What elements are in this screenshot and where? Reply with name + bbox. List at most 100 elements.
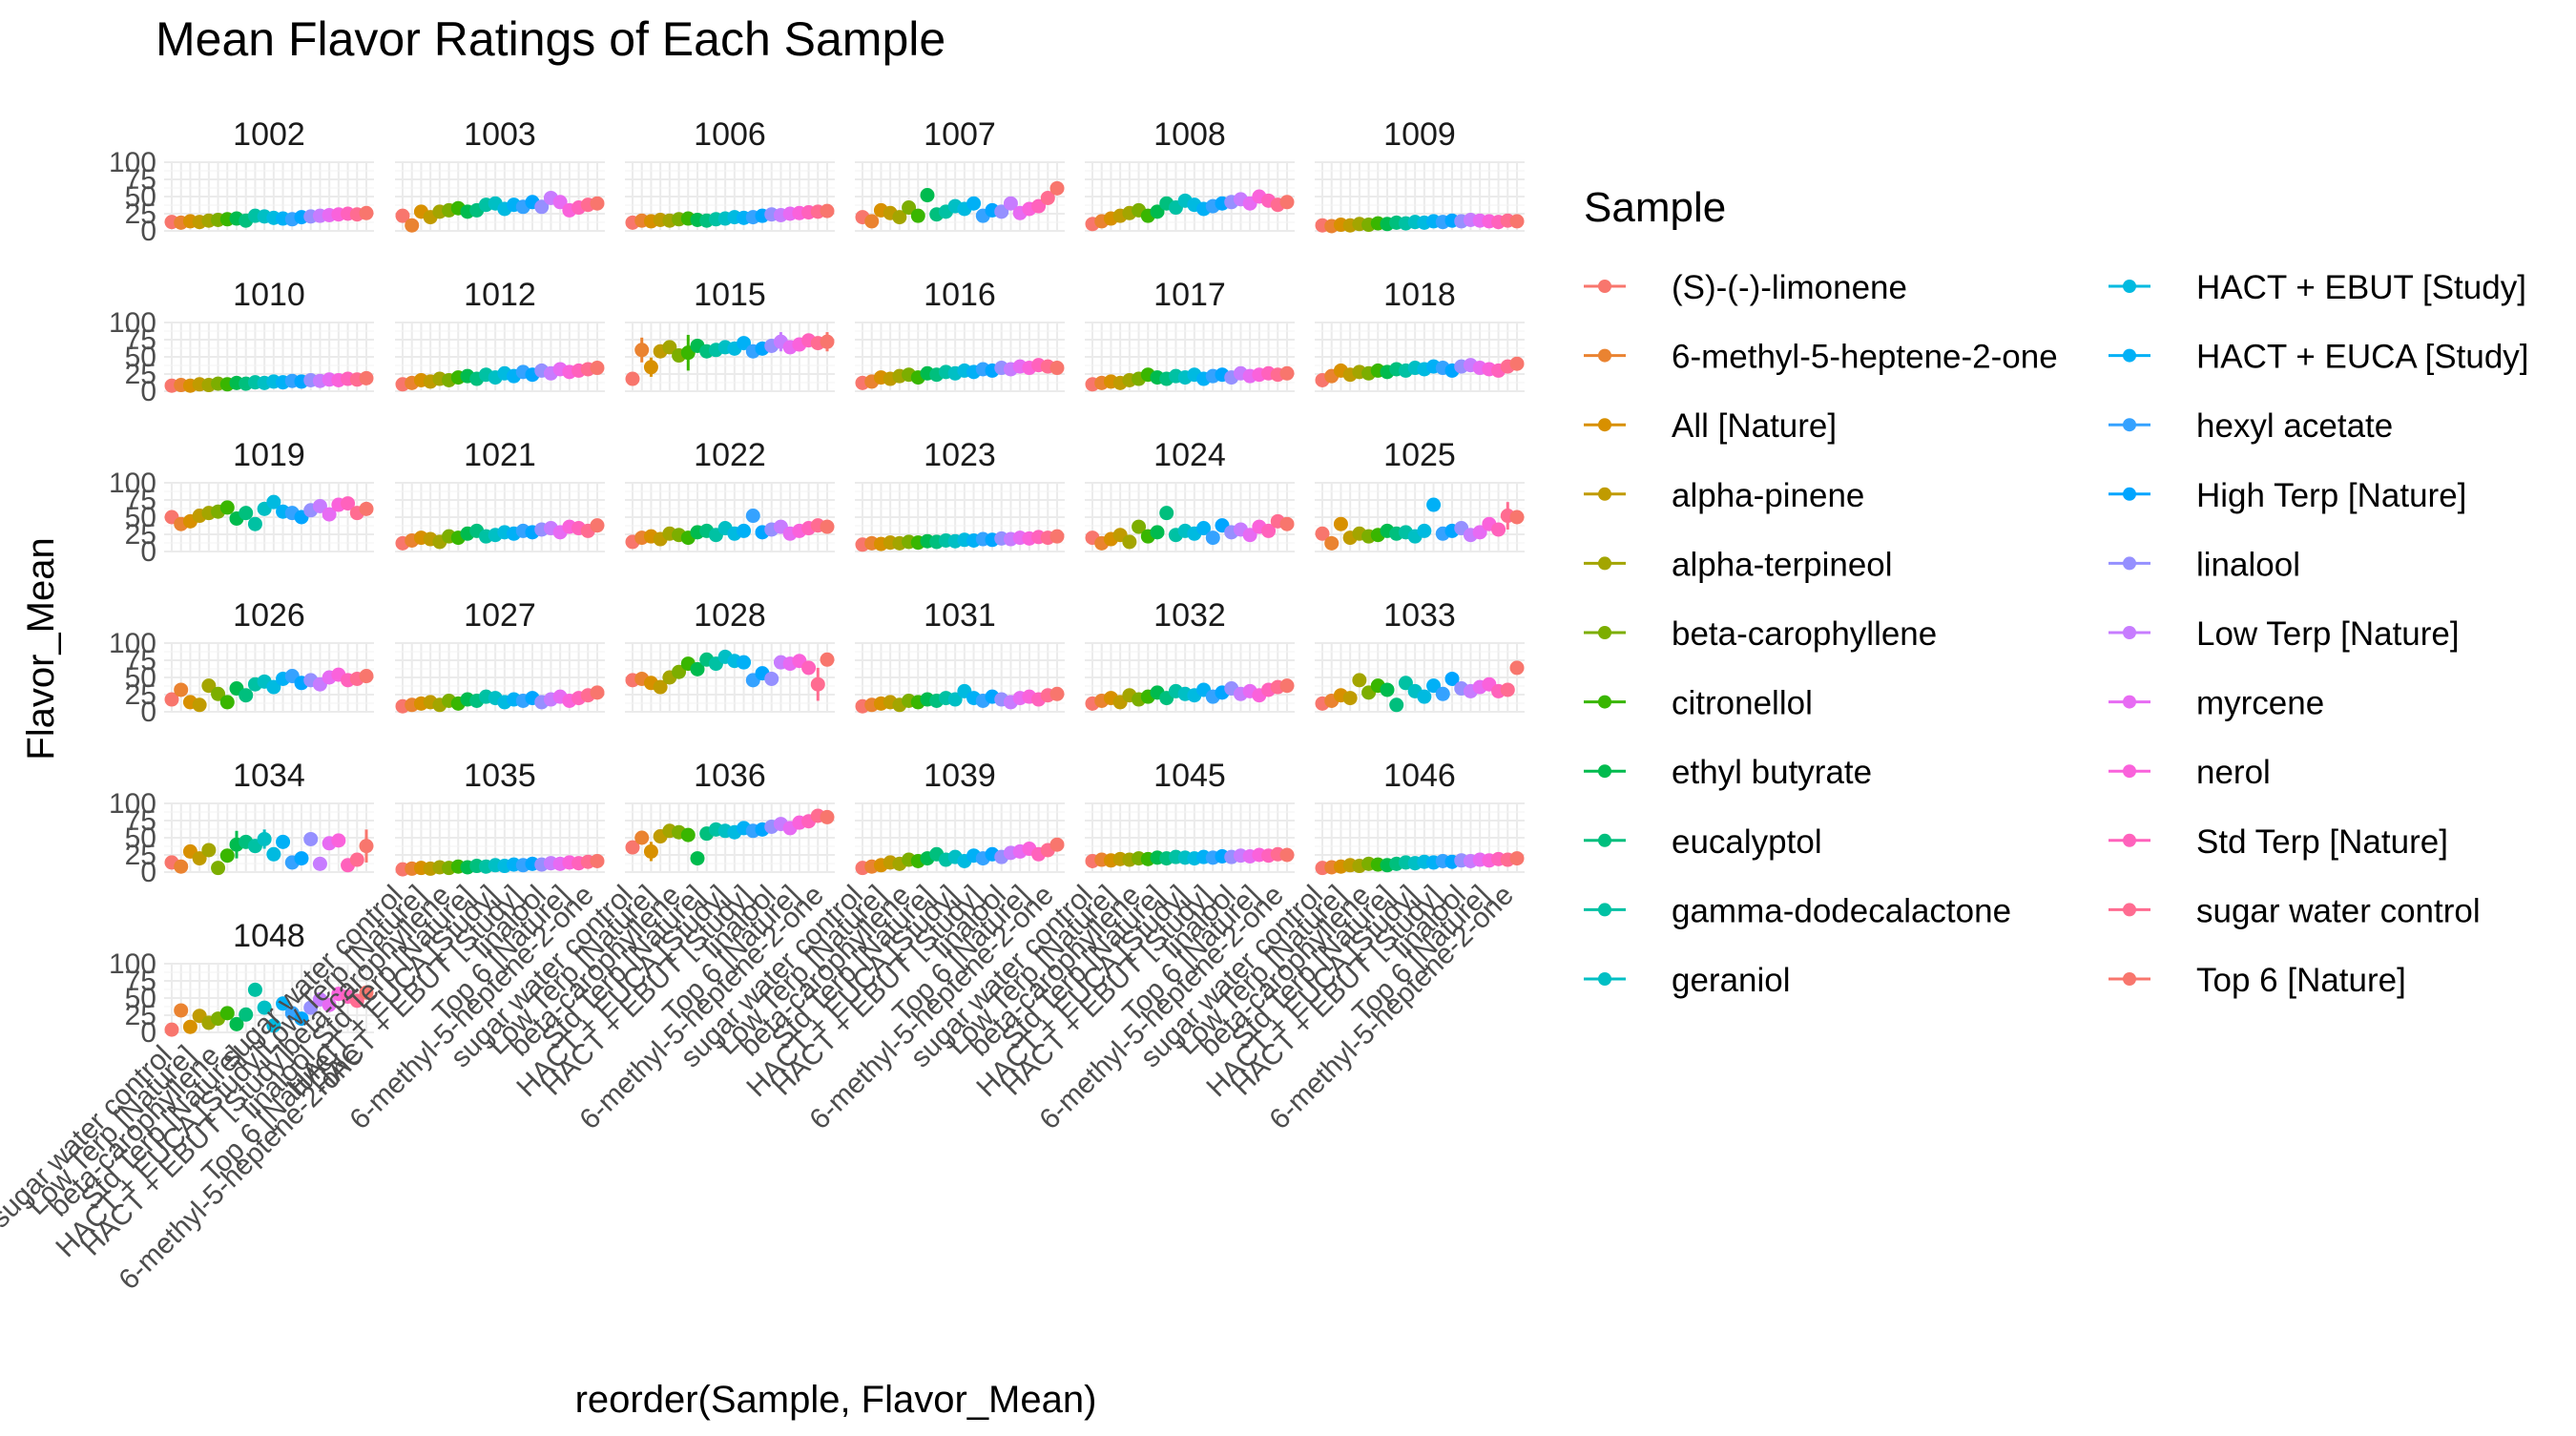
y-tick-label: 50 xyxy=(125,342,156,373)
legend-label: Low Terp [Nature] xyxy=(2196,615,2460,653)
panel-1045: 1045 xyxy=(1085,758,1295,873)
y-tick-label: 50 xyxy=(125,181,156,213)
legend-label: nerol xyxy=(2196,754,2271,791)
legend-entry: alpha-terpineol xyxy=(1584,546,1893,583)
panel-1023: 1023 xyxy=(855,437,1065,552)
y-tick-label: 0 xyxy=(140,216,156,247)
data-point xyxy=(634,343,650,358)
legend-key-point xyxy=(1598,903,1611,917)
data-point xyxy=(247,982,262,997)
data-point xyxy=(219,848,235,864)
data-point xyxy=(1279,195,1295,210)
legend-entry: HACT + EUCA [Study] xyxy=(2109,339,2529,376)
data-point xyxy=(643,360,658,375)
panel-strip-label: 1045 xyxy=(1153,758,1226,794)
legend-entry: (S)-(-)-limonene xyxy=(1584,269,1907,306)
y-tick-label: 0 xyxy=(140,697,156,728)
data-point xyxy=(1509,356,1525,371)
panel-1017: 1017 xyxy=(1085,277,1295,392)
data-point xyxy=(303,831,319,846)
data-point xyxy=(690,661,705,676)
data-point xyxy=(662,340,677,355)
legend-label: High Terp [Nature] xyxy=(2196,477,2466,514)
y-tick-label: 75 xyxy=(125,966,156,997)
y-tick-label: 25 xyxy=(125,198,156,230)
legend-key-point xyxy=(2123,280,2136,293)
legend-label: (S)-(-)-limonene xyxy=(1672,269,1907,306)
data-point xyxy=(1049,361,1065,376)
data-point xyxy=(174,682,189,697)
data-point xyxy=(349,993,364,1009)
data-point xyxy=(266,679,281,695)
data-point xyxy=(920,188,935,203)
data-point xyxy=(1380,682,1395,697)
panel-strip-label: 1028 xyxy=(694,597,766,634)
data-point xyxy=(192,697,207,713)
data-point xyxy=(590,518,605,533)
legend-key-point xyxy=(2123,487,2136,501)
data-point xyxy=(405,218,420,233)
data-point xyxy=(192,851,207,866)
data-point xyxy=(276,996,291,1011)
y-tick-label: 100 xyxy=(109,628,156,659)
data-point xyxy=(174,1003,189,1018)
panel-strip-label: 1026 xyxy=(233,597,305,634)
panel-1008: 1008 xyxy=(1085,116,1295,232)
y-tick-label: 100 xyxy=(109,948,156,980)
legend-entry: linalool xyxy=(2109,546,2300,583)
data-point xyxy=(1205,531,1220,546)
legend-entry: High Terp [Nature] xyxy=(2109,477,2466,514)
data-point xyxy=(1398,676,1413,691)
legend-entry: gamma-dodecalactone xyxy=(1584,892,2011,929)
data-point xyxy=(690,851,705,866)
panel-strip-label: 1024 xyxy=(1153,437,1226,473)
data-point xyxy=(737,655,752,670)
data-point xyxy=(1261,523,1277,538)
legend-entry: ethyl butyrate xyxy=(1584,754,1872,791)
data-point xyxy=(625,371,640,386)
data-point xyxy=(1279,516,1295,531)
legend-key-point xyxy=(2123,348,2136,363)
legend-entry: hexyl acetate xyxy=(2109,407,2393,445)
legend-entry: All [Nature] xyxy=(1584,407,1837,445)
data-point xyxy=(257,1000,272,1015)
data-point xyxy=(359,985,374,1000)
y-tick-label: 25 xyxy=(125,359,156,390)
data-point xyxy=(239,688,254,703)
data-point xyxy=(322,507,337,522)
data-point xyxy=(219,500,235,515)
y-tick-label: 25 xyxy=(125,1000,156,1031)
panel-strip-label: 1003 xyxy=(464,116,536,153)
data-point xyxy=(672,664,687,679)
data-point xyxy=(266,1018,281,1033)
data-point xyxy=(164,692,179,707)
panel-1015: 1015 xyxy=(625,277,835,392)
data-point xyxy=(737,336,752,351)
data-point xyxy=(1352,673,1367,688)
data-point xyxy=(219,695,235,710)
panel-strip-label: 1009 xyxy=(1383,116,1456,153)
panel-1018: 1018 xyxy=(1315,277,1525,392)
y-tick-label: 100 xyxy=(109,307,156,339)
y-tick-label: 25 xyxy=(125,840,156,871)
y-tick-label: 75 xyxy=(125,324,156,356)
data-point xyxy=(1049,529,1065,544)
panel-1009: 1009 xyxy=(1315,116,1525,234)
y-tick-label: 100 xyxy=(109,147,156,178)
y-tick-label: 100 xyxy=(109,468,156,499)
data-point xyxy=(1003,196,1018,211)
data-point xyxy=(1509,851,1525,866)
data-point xyxy=(1509,214,1525,229)
panel-strip-label: 1012 xyxy=(464,277,536,313)
legend-entry: HACT + EBUT [Study] xyxy=(2109,269,2526,306)
data-point xyxy=(745,509,760,524)
legend-label: alpha-pinene xyxy=(1672,477,1864,514)
legend-entry: 6-methyl-5-heptene-2-one xyxy=(1584,339,2058,376)
panel-1031: 1031 xyxy=(855,597,1065,714)
data-point xyxy=(820,334,835,349)
data-point xyxy=(359,205,374,220)
